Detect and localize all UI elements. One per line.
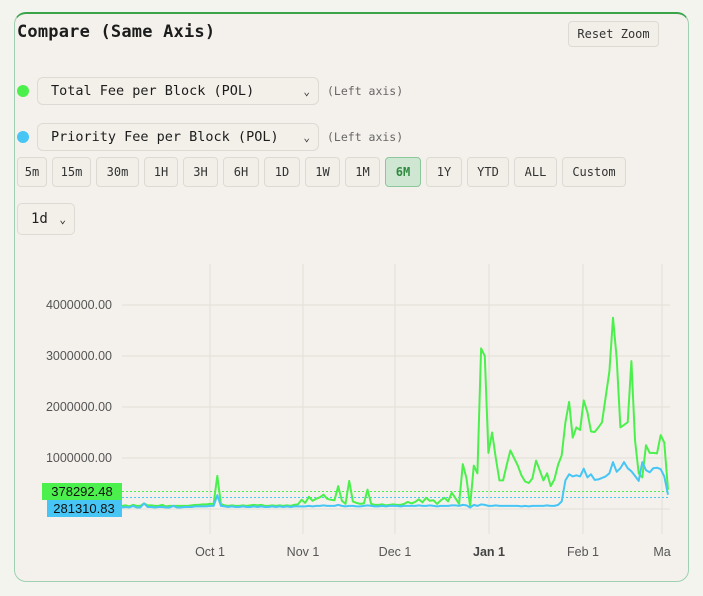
timeframe-15m[interactable]: 15m (52, 157, 91, 187)
timeframe-1m[interactable]: 1M (345, 157, 380, 187)
timeframe-6m[interactable]: 6M (385, 157, 421, 187)
timeframe-buttons: 5m 15m 30m 1H 3H 6H 1D 1W 1M 6M 1Y YTD A… (17, 157, 626, 187)
series-selector-priority: Priority Fee per Block (POL) ⌄ (Left axi… (17, 123, 403, 151)
chevron-down-icon: ⌄ (303, 130, 310, 144)
total-fee-select[interactable]: Total Fee per Block (POL) ⌄ (37, 77, 319, 105)
timeframe-1y[interactable]: 1Y (426, 157, 462, 187)
y-tick-label: 4000000.00 (46, 298, 112, 312)
price-badge-total: 378292.48 (42, 483, 122, 500)
timeframe-1h[interactable]: 1H (144, 157, 178, 187)
x-tick-label: Jan 1 (473, 545, 505, 559)
y-axis-ticks: 1000000.00 2000000.00 3000000.00 4000000.00 (46, 298, 112, 465)
interval-select[interactable]: 1d ⌄ (17, 203, 75, 235)
priority-fee-line (121, 461, 669, 509)
series-color-dot-priority (17, 131, 29, 143)
timeframe-all[interactable]: ALL (514, 157, 557, 187)
timeframe-30m[interactable]: 30m (96, 157, 139, 187)
priority-fee-select[interactable]: Priority Fee per Block (POL) ⌄ (37, 123, 319, 151)
price-badge-priority: 281310.83 (47, 500, 122, 517)
interval-select-value: 1d (31, 211, 48, 227)
series-color-dot-total (17, 85, 29, 97)
compare-panel (14, 12, 689, 582)
timeframe-3h[interactable]: 3H (183, 157, 218, 187)
timeframe-custom[interactable]: Custom (562, 157, 626, 187)
x-tick-label: Ma (653, 545, 670, 559)
x-tick-label: Dec 1 (379, 545, 412, 559)
price-badge-priority-text: 281310.83 (53, 501, 114, 516)
timeframe-ytd[interactable]: YTD (467, 157, 509, 187)
reset-zoom-button[interactable]: Reset Zoom (568, 21, 659, 47)
timeframe-1w[interactable]: 1W (305, 157, 340, 187)
chevron-down-icon: ⌄ (59, 212, 66, 226)
axis-note: (Left axis) (327, 130, 404, 144)
chevron-down-icon: ⌄ (303, 84, 310, 98)
x-tick-label: Feb 1 (567, 545, 599, 559)
series-selector-total: Total Fee per Block (POL) ⌄ (Left axis) (17, 77, 403, 105)
y-tick-label: 2000000.00 (46, 400, 112, 414)
x-axis-ticks: Oct 1 Nov 1 Dec 1 Jan 1 Feb 1 Ma (195, 545, 671, 559)
total-fee-select-value: Total Fee per Block (POL) (51, 83, 255, 99)
last-value-lines (122, 491, 670, 498)
price-badge-total-text: 378292.48 (51, 484, 112, 499)
timeframe-1d[interactable]: 1D (264, 157, 300, 187)
panel-title: Compare (Same Axis) (17, 22, 216, 42)
total-fee-line (121, 316, 669, 508)
chart-grid (122, 264, 670, 534)
x-tick-label: Oct 1 (195, 545, 225, 559)
priority-fee-select-value: Priority Fee per Block (POL) (51, 129, 279, 145)
timeframe-6h[interactable]: 6H (223, 157, 259, 187)
y-tick-label: 1000000.00 (46, 451, 112, 465)
timeframe-5m[interactable]: 5m (17, 157, 47, 187)
axis-note: (Left axis) (327, 84, 404, 98)
x-tick-label: Nov 1 (287, 545, 320, 559)
y-tick-label: 3000000.00 (46, 349, 112, 363)
